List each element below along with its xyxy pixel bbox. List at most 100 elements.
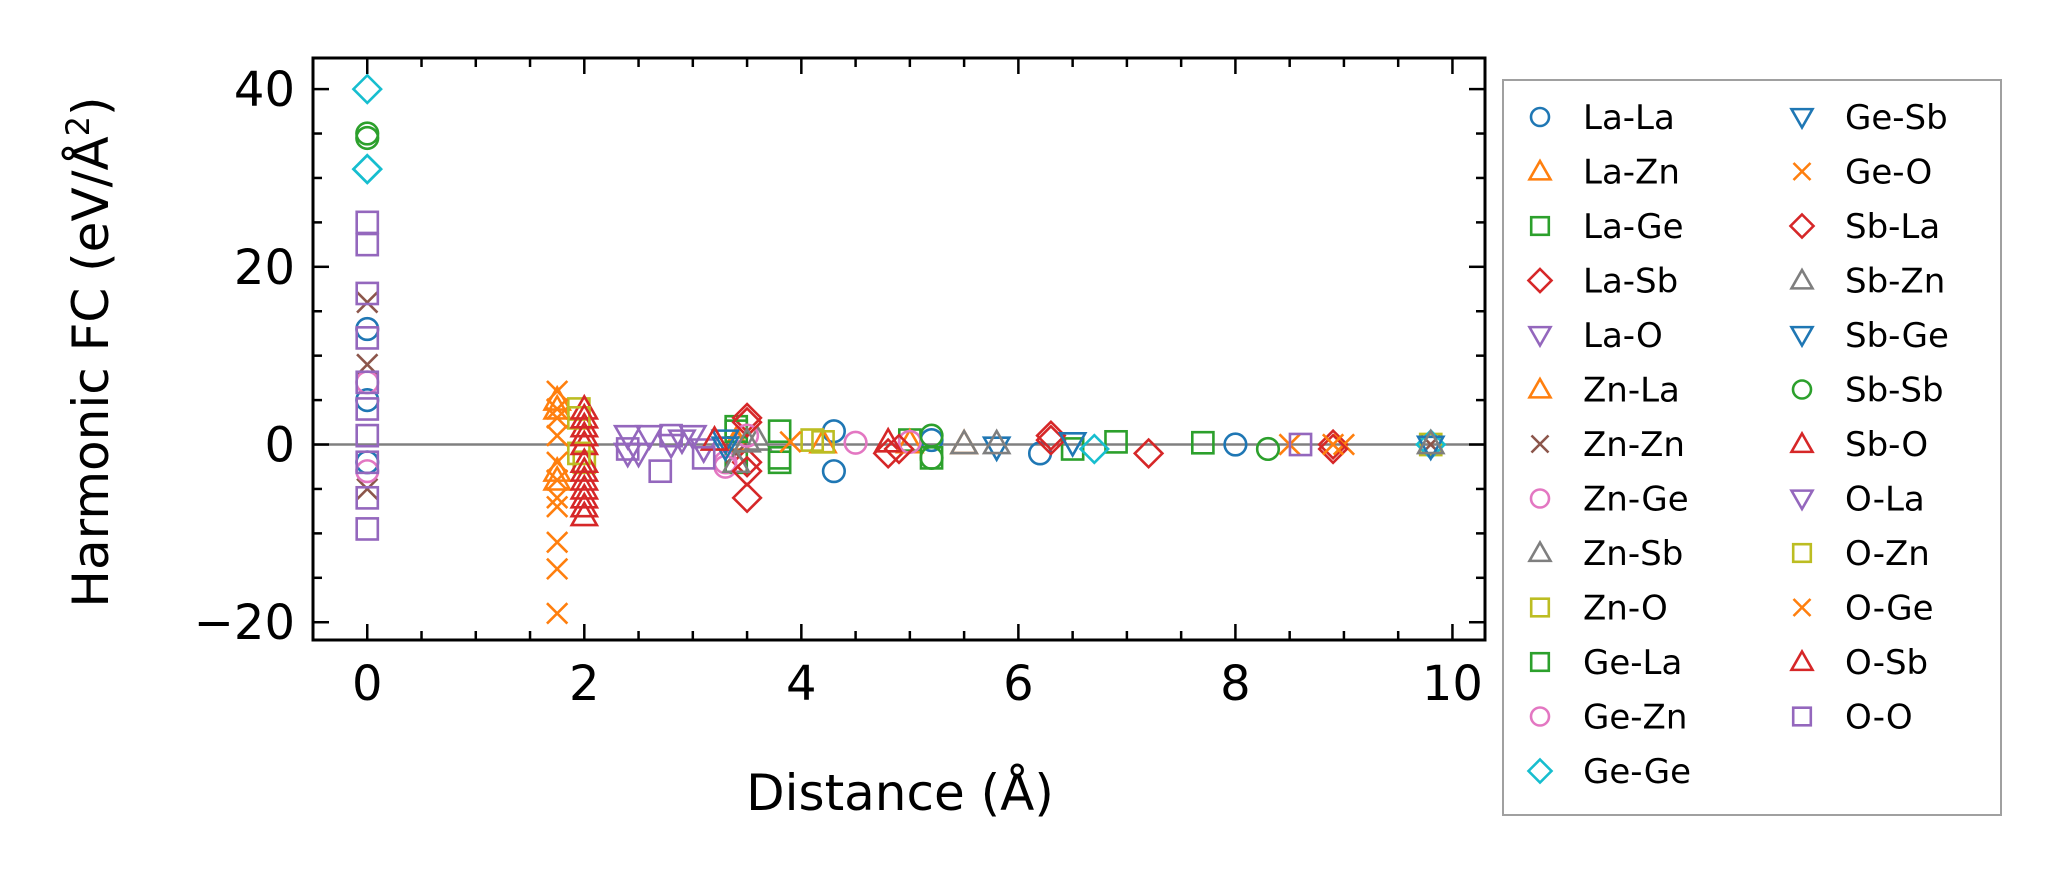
data-point: [567, 441, 591, 466]
data-point: [767, 445, 792, 470]
series-sb-zn: [732, 426, 1446, 455]
x-tick-label: 8: [1220, 656, 1251, 712]
data-point: [767, 419, 792, 444]
legend-item: La-Ge: [1529, 207, 1684, 247]
y-axis-label-superscript: 2: [59, 116, 97, 136]
y-axis-label-main: Harmonic FC (eV/Å: [62, 136, 120, 607]
legend-item: Zn-La: [1527, 371, 1680, 411]
legend-marker: [1529, 651, 1551, 673]
legend-item: Zn-Sb: [1527, 534, 1683, 574]
legend-item: Ge-O: [1792, 153, 1932, 193]
legend-item: O-Sb: [1789, 643, 1928, 683]
legend-label: O-Ge: [1845, 589, 1934, 629]
data-point: [569, 464, 600, 491]
data-point: [355, 397, 380, 421]
plot-frame: [311, 56, 1487, 642]
legend-item: Ge-Ge: [1526, 752, 1691, 792]
data-point: [779, 430, 802, 453]
data-point: [873, 426, 903, 453]
data-point: [1321, 433, 1345, 456]
data-point: [710, 429, 741, 456]
data-point: [981, 428, 1012, 455]
legend-label: Ge-La: [1583, 643, 1682, 683]
data-point: [732, 426, 762, 453]
y-axis-label: Harmonic FC (eV/Å2): [59, 96, 120, 607]
data-point: [981, 436, 1012, 463]
y-tick-label: 0: [264, 418, 295, 474]
legend-marker: [1529, 706, 1551, 727]
legend-item: Sb-Ge: [1789, 316, 1949, 356]
legend-marker: [1527, 158, 1553, 181]
data-point: [355, 423, 380, 448]
legend-marker: [1529, 106, 1551, 128]
data-point: [569, 402, 600, 429]
plot-area: 0 2 4 6 8 10 −20 0 20 40: [194, 56, 1487, 712]
data-point: [615, 437, 640, 461]
y-axis-label-close: ): [62, 96, 120, 116]
data-point: [1415, 428, 1446, 455]
legend-label: La-Zn: [1583, 153, 1680, 193]
data-point: [1132, 437, 1165, 470]
data-point: [731, 406, 763, 438]
legend-label: Ge-Ge: [1583, 752, 1691, 792]
data-point: [546, 451, 569, 474]
data-point: [356, 291, 379, 314]
legend-label: Sb-Ge: [1845, 316, 1949, 356]
legend-item: Ge-Sb: [1789, 98, 1948, 138]
legend-label: Zn-O: [1583, 589, 1668, 629]
data-point: [355, 125, 380, 151]
legend-item: Ge-Zn: [1529, 698, 1687, 738]
legend-marker: [1789, 648, 1815, 672]
data-point: [355, 370, 380, 395]
data-point: [542, 464, 573, 491]
data-point: [351, 153, 383, 185]
data-point: [569, 420, 600, 447]
ticks: 0 2 4 6 8 10 −20 0 20 40: [194, 58, 1485, 712]
legend-marker: [1789, 267, 1815, 290]
legend-label: Ge-O: [1845, 153, 1932, 193]
legend-label: La-La: [1583, 98, 1675, 138]
legend-label: Ge-Sb: [1845, 98, 1948, 138]
x-tick-label: 0: [352, 656, 383, 712]
data-point: [355, 281, 380, 306]
legend-label: La-Sb: [1583, 262, 1678, 302]
series-o-sb: [569, 402, 903, 518]
data-point: [1035, 419, 1067, 452]
data-point: [546, 468, 569, 492]
legend-label: Sb-O: [1845, 425, 1928, 465]
data-point: [1317, 433, 1349, 465]
legend-marker: [1526, 267, 1554, 294]
legend-item: Zn-Ge: [1529, 480, 1689, 520]
legend-item: Zn-O: [1529, 589, 1668, 629]
data-point: [569, 500, 600, 527]
data-point: [546, 495, 569, 518]
data-point: [355, 485, 380, 510]
data-point: [351, 73, 383, 105]
data-point: [546, 602, 569, 625]
x-axis-label: Distance (Å): [746, 764, 1054, 822]
data-point: [821, 459, 846, 484]
legend-label: Ge-Zn: [1583, 698, 1687, 738]
legend-marker: [1527, 325, 1553, 349]
data-point: [546, 424, 569, 447]
legend-marker: [1789, 430, 1815, 454]
data-point: [1060, 437, 1085, 461]
y-tick-label: 40: [234, 62, 295, 118]
legend-item: O-Ge: [1792, 589, 1934, 629]
legend-marker: [1791, 379, 1813, 400]
data-point: [677, 424, 708, 451]
legend-marker: [1526, 757, 1554, 785]
data-point: [569, 482, 600, 509]
data-point: [569, 473, 600, 500]
legend-marker: [1789, 489, 1815, 512]
data-point: [355, 517, 380, 541]
legend-item: Sb-La: [1788, 207, 1940, 247]
legend-marker: [1529, 215, 1551, 237]
legend-label: O-La: [1845, 480, 1925, 520]
legend-marker: [1527, 539, 1553, 563]
data-point: [872, 437, 904, 470]
data-point: [1104, 429, 1128, 454]
data-point: [546, 531, 569, 554]
